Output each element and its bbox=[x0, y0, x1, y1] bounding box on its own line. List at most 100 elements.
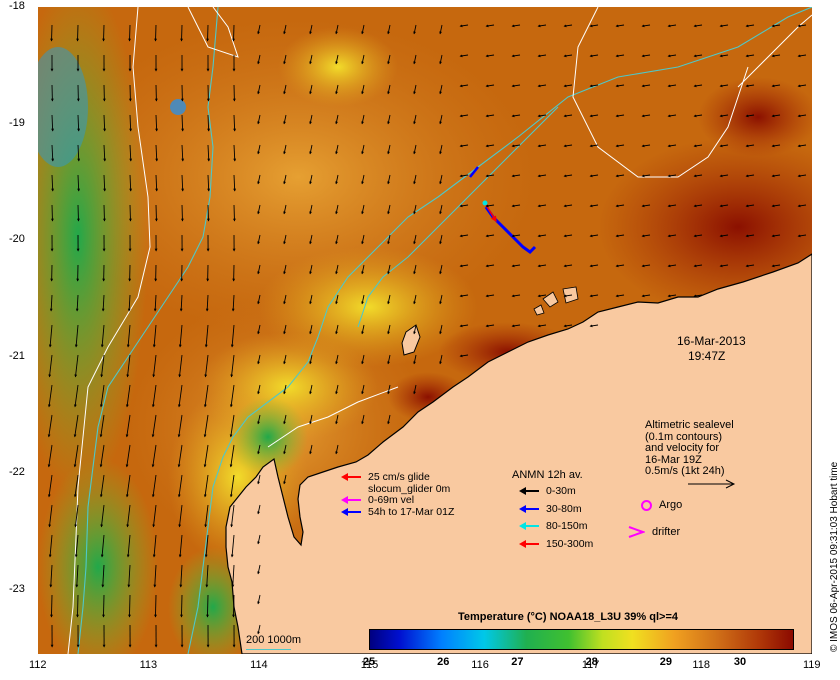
velocity-vector bbox=[667, 174, 677, 178]
velocity-vector bbox=[615, 234, 625, 238]
velocity-vector bbox=[309, 354, 313, 365]
glider-legend-item-3: 0-69m vel bbox=[340, 494, 414, 506]
velocity-vector bbox=[439, 264, 443, 275]
velocity-vector bbox=[77, 144, 81, 162]
velocity-vector bbox=[128, 594, 131, 618]
velocity-vector bbox=[178, 324, 183, 348]
velocity-vector bbox=[797, 24, 807, 28]
velocity-vector bbox=[47, 474, 53, 498]
velocity-vector bbox=[719, 174, 729, 178]
velocity-vector bbox=[413, 354, 417, 365]
velocity-vector bbox=[203, 414, 209, 438]
velocity-vector bbox=[537, 144, 547, 148]
velocity-vector bbox=[413, 324, 417, 335]
velocity-vector bbox=[283, 324, 287, 335]
velocity-vector bbox=[335, 264, 339, 275]
velocity-vector bbox=[589, 294, 599, 298]
lat-tick-label: -22 bbox=[9, 466, 25, 479]
velocity-vector bbox=[439, 84, 443, 95]
velocity-vector bbox=[309, 204, 313, 215]
velocity-vector bbox=[511, 264, 521, 268]
altimetry-scale: 0.5m/s (1kt 24h) bbox=[645, 465, 725, 477]
velocity-vector bbox=[615, 54, 625, 58]
velocity-vector bbox=[103, 144, 107, 162]
velocity-vector bbox=[309, 234, 313, 245]
velocity-vector bbox=[745, 234, 755, 238]
velocity-vector bbox=[719, 84, 729, 88]
velocity-vector bbox=[745, 204, 755, 208]
velocity-vector bbox=[309, 174, 313, 185]
velocity-vector bbox=[459, 174, 469, 178]
velocity-vector bbox=[232, 594, 235, 618]
velocity-vector bbox=[537, 174, 547, 178]
velocity-vector bbox=[74, 534, 79, 558]
velocity-vector bbox=[207, 114, 211, 132]
velocity-vector bbox=[745, 114, 755, 118]
map-time: 19:47Z bbox=[688, 349, 726, 363]
velocity-vector bbox=[459, 234, 469, 238]
velocity-vector bbox=[257, 114, 261, 125]
velocity-vector bbox=[100, 534, 105, 558]
velocity-vector bbox=[181, 174, 185, 192]
velocity-vector bbox=[48, 534, 53, 558]
velocity-vector bbox=[77, 114, 81, 132]
depth-arrow-icon bbox=[519, 487, 539, 495]
velocity-vector bbox=[178, 354, 183, 378]
velocity-vector bbox=[693, 114, 703, 118]
anmn-legend-label: 150-300m bbox=[546, 537, 594, 550]
velocity-vector bbox=[309, 54, 313, 65]
lon-tick-label: 119 bbox=[803, 659, 821, 671]
velocity-vector bbox=[230, 354, 235, 378]
velocity-vector bbox=[50, 594, 53, 618]
velocity-vector bbox=[563, 114, 573, 118]
velocity-vector bbox=[74, 354, 79, 378]
velocity-vector bbox=[589, 84, 599, 88]
velocity-vector bbox=[563, 144, 573, 148]
velocity-vector bbox=[745, 174, 755, 178]
depth-arrow-icon bbox=[519, 522, 539, 530]
velocity-vector bbox=[563, 264, 573, 268]
velocity-vector bbox=[335, 174, 339, 185]
velocity-vector bbox=[413, 174, 417, 185]
velocity-vector bbox=[48, 354, 53, 378]
lon-tick-label: 115 bbox=[360, 659, 379, 671]
velocity-vector bbox=[387, 174, 391, 185]
velocity-vector bbox=[309, 114, 313, 125]
velocity-vector bbox=[439, 204, 443, 215]
velocity-vector bbox=[485, 234, 495, 238]
velocity-vector bbox=[537, 324, 547, 328]
altimetry-scale-arrow bbox=[688, 479, 736, 489]
velocity-vector bbox=[563, 84, 573, 88]
glider-legend-label-3: 0-69m vel bbox=[368, 494, 415, 506]
velocity-vector bbox=[74, 324, 79, 348]
velocity-vector bbox=[99, 474, 105, 498]
velocity-vector bbox=[177, 384, 183, 408]
velocity-vector bbox=[207, 174, 211, 192]
velocity-vector bbox=[283, 474, 287, 485]
velocity-vector bbox=[459, 114, 469, 118]
velocity-vector bbox=[771, 54, 781, 58]
velocity-vector bbox=[563, 294, 573, 298]
velocity-vector bbox=[153, 294, 157, 312]
velocity-vector bbox=[413, 384, 417, 395]
velocity-vector bbox=[125, 414, 131, 438]
velocity-vector bbox=[335, 414, 339, 425]
altimetry-line2: (0.1m contours) bbox=[645, 430, 723, 443]
velocity-vector bbox=[257, 294, 261, 305]
velocity-vector bbox=[589, 234, 599, 238]
velocity-vector bbox=[204, 324, 209, 348]
velocity-vector bbox=[485, 204, 495, 208]
velocity-vector bbox=[771, 204, 781, 208]
velocity-vector bbox=[283, 174, 287, 185]
velocity-vector bbox=[413, 84, 417, 95]
velocity-vector bbox=[154, 594, 157, 618]
velocity-vector bbox=[459, 354, 469, 358]
velocity-vector bbox=[233, 114, 237, 132]
anmn-legend-item: 0-30m bbox=[518, 485, 576, 497]
velocity-vector bbox=[537, 114, 547, 118]
velocity-vector bbox=[361, 204, 365, 215]
velocity-vector bbox=[641, 294, 651, 298]
blue-arrow-icon bbox=[341, 508, 361, 516]
velocity-vector bbox=[797, 144, 807, 148]
velocity-vector bbox=[129, 114, 133, 132]
